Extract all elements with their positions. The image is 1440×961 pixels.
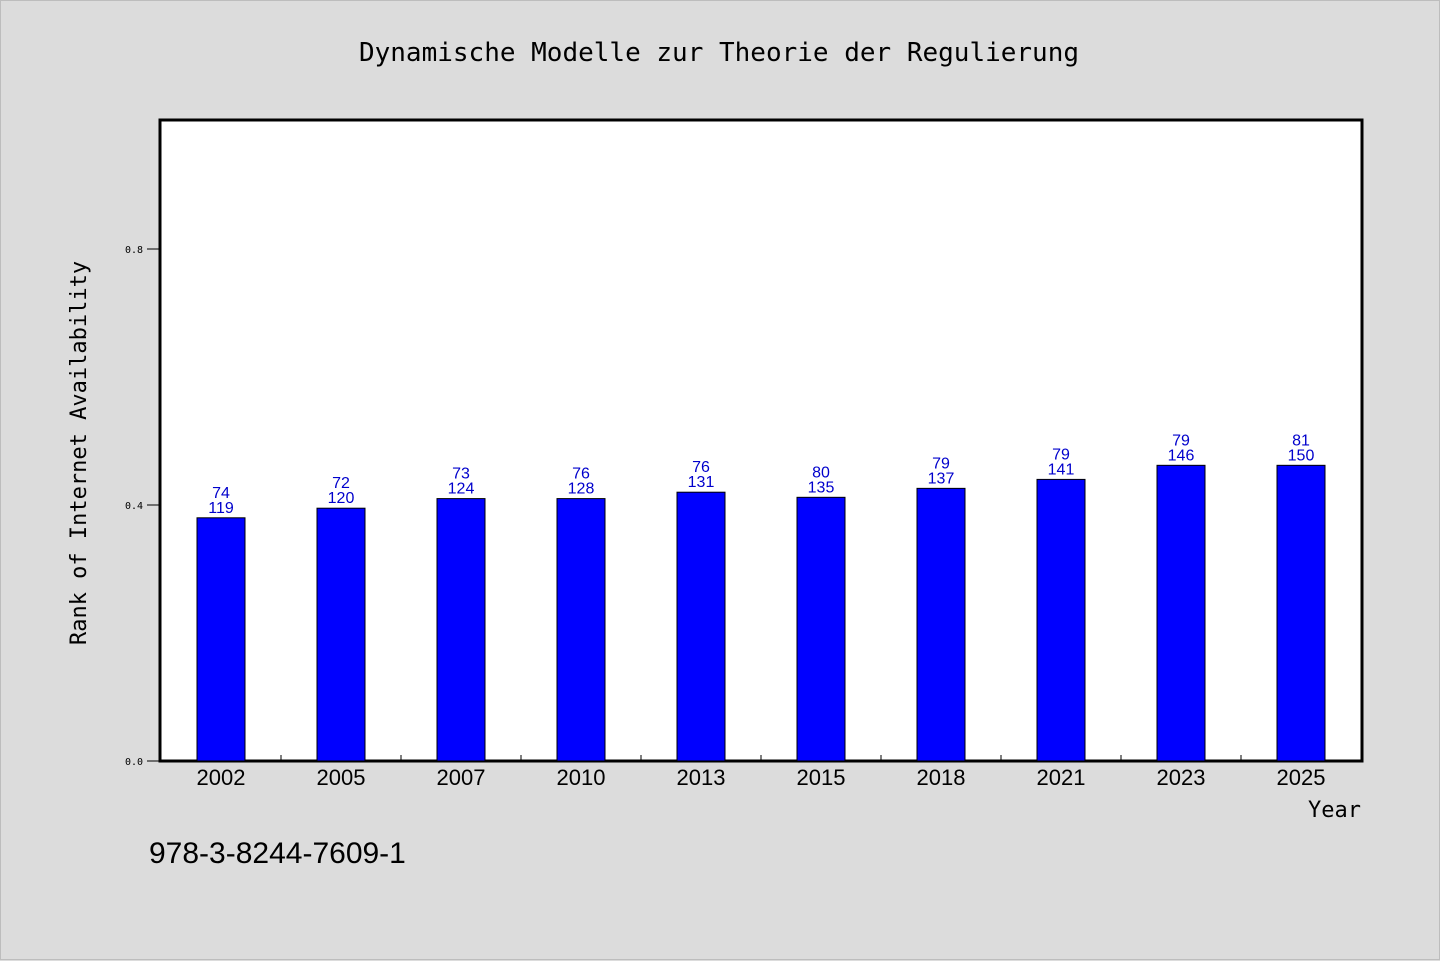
bar-label-top: 81 xyxy=(1292,432,1310,449)
bar-label-top: 79 xyxy=(1052,446,1070,463)
bar xyxy=(916,487,966,762)
x-axis-ticks: 2002 2005 2007 2010 2013 2015 2018 2021 2023 2025 xyxy=(197,755,1326,790)
x-tick-label: 2021 xyxy=(1037,765,1086,790)
chart-title: Dynamische Modelle zur Theorie der Regul… xyxy=(359,38,1079,68)
x-axis-label: Year xyxy=(1308,798,1361,823)
bar xyxy=(436,498,486,762)
y-axis-ticks: 0.0 0.4 0.8 xyxy=(125,245,161,768)
bars-layer: 7411972120731247612876131801357913779141… xyxy=(196,432,1326,762)
x-tick-label: 2005 xyxy=(317,765,366,790)
bar xyxy=(316,507,366,762)
bar-label-top: 80 xyxy=(812,464,830,481)
bar xyxy=(1276,464,1326,762)
bar-label-top: 76 xyxy=(692,459,710,476)
bar xyxy=(1156,464,1206,762)
bar-label-bottom: 146 xyxy=(1168,447,1195,464)
bar-label-bottom: 119 xyxy=(208,500,234,517)
x-tick-label: 2002 xyxy=(197,765,246,790)
bar-label-bottom: 120 xyxy=(328,490,355,507)
bar xyxy=(196,517,246,762)
bar-label-top: 73 xyxy=(452,466,470,483)
bar-label-bottom: 137 xyxy=(928,470,955,487)
x-tick-label: 2013 xyxy=(677,765,726,790)
footer-isbn: 978-3-8244-7609-1 xyxy=(149,837,406,870)
bar xyxy=(796,496,846,762)
y-tick-label: 0.8 xyxy=(125,245,143,256)
x-tick-label: 2023 xyxy=(1157,765,1206,790)
bar-label-bottom: 150 xyxy=(1288,447,1315,464)
bar-label-bottom: 131 xyxy=(688,474,715,491)
bar-label-bottom: 124 xyxy=(448,481,475,498)
bar-label-top: 76 xyxy=(572,466,590,483)
bar-label-top: 79 xyxy=(1172,432,1190,449)
y-axis-label: Rank of Internet Availability xyxy=(67,261,92,645)
x-tick-label: 2025 xyxy=(1277,765,1326,790)
bar-label-bottom: 135 xyxy=(808,479,835,496)
y-tick-label: 0.0 xyxy=(125,757,143,768)
bar-label-top: 72 xyxy=(332,475,350,492)
bar-label-bottom: 141 xyxy=(1048,461,1075,478)
bar-label-bottom: 128 xyxy=(568,481,595,498)
bar xyxy=(676,491,726,762)
bar-label-top: 74 xyxy=(212,485,230,502)
y-tick-label: 0.4 xyxy=(125,501,143,512)
x-tick-label: 2010 xyxy=(557,765,606,790)
x-tick-label: 2015 xyxy=(797,765,846,790)
bar-label-top: 79 xyxy=(932,455,950,472)
x-tick-label: 2018 xyxy=(917,765,966,790)
bar xyxy=(1036,478,1086,762)
x-tick-label: 2007 xyxy=(437,765,486,790)
bar xyxy=(556,498,606,762)
